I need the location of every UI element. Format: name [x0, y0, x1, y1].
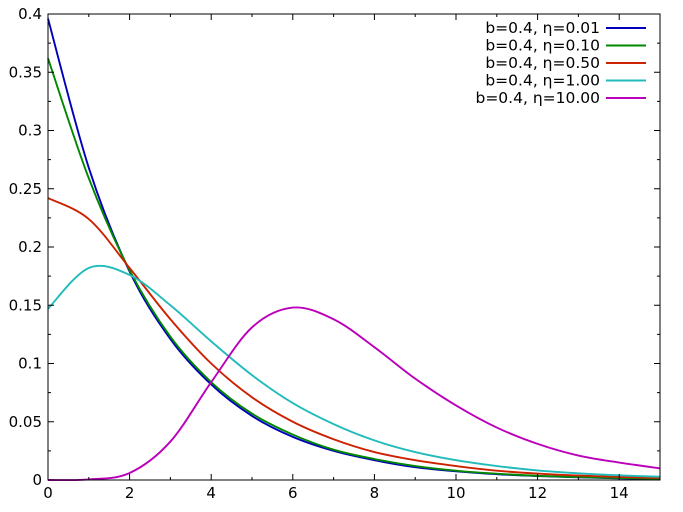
y-tick-label: 0 [32, 471, 42, 489]
x-tick-label: 6 [288, 484, 298, 502]
x-tick-label: 12 [528, 484, 547, 502]
y-tick-label: 0.05 [9, 413, 42, 431]
x-tick-label: 0 [43, 484, 53, 502]
legend-label-1: b=0.4, η=0.01 [485, 19, 600, 37]
x-tick-label: 8 [370, 484, 380, 502]
series-line-4 [47, 264, 661, 478]
y-tick-label: 0.4 [18, 5, 42, 23]
y-tick-label: 0.25 [9, 180, 42, 198]
legend-label-5: b=0.4, η=10.00 [475, 89, 600, 107]
y-tick-label: 0.35 [9, 63, 42, 81]
legend: b=0.4, η=0.01b=0.4, η=0.10b=0.4, η=0.50b… [475, 19, 646, 107]
legend-label-4: b=0.4, η=1.00 [485, 72, 600, 90]
y-tick-label: 0.3 [18, 122, 42, 140]
axes-layer: 0 2 4 6 8 10 12 14 0 0.05 0.1 0.15 0.2 0.25 0.3 0.35 0.4 [9, 5, 661, 502]
legend-label-2: b=0.4, η=0.10 [485, 37, 600, 55]
y-tick-label: 0.1 [18, 355, 42, 373]
series-line-2 [47, 57, 661, 480]
series-line-5 [47, 306, 661, 482]
y-tick-label: 0.15 [9, 296, 42, 314]
y-tick-label: 0.2 [18, 238, 42, 256]
x-tick-label: 14 [610, 484, 629, 502]
x-tick-label: 2 [125, 484, 135, 502]
x-tick-label: 4 [206, 484, 216, 502]
series-layer [47, 18, 661, 482]
legend-label-3: b=0.4, η=0.50 [485, 54, 600, 72]
x-tick-label: 10 [446, 484, 465, 502]
series-line-3 [47, 197, 661, 479]
